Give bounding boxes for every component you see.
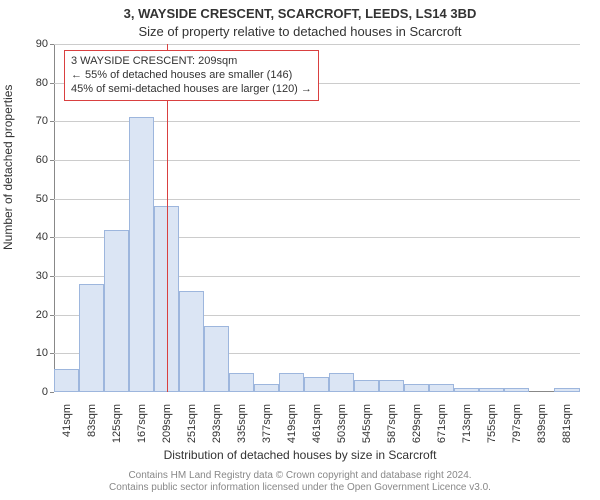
x-tick-label: 83sqm: [86, 402, 98, 437]
histogram-bar: [179, 291, 204, 392]
x-tick-label: 335sqm: [236, 402, 248, 443]
annotation-line: 3 WAYSIDE CRESCENT: 209sqm: [71, 55, 312, 69]
histogram-plot: 010203040506070809041sqm83sqm125sqm167sq…: [54, 44, 580, 392]
y-tick-mark: [50, 276, 54, 277]
histogram-bar: [429, 384, 454, 392]
y-tick-mark: [50, 121, 54, 122]
x-tick-label: 503sqm: [336, 402, 348, 443]
x-axis-label: Distribution of detached houses by size …: [0, 448, 600, 462]
y-tick-mark: [50, 83, 54, 84]
x-tick-label: 881sqm: [561, 402, 573, 443]
y-axis-label: Number of detached properties: [1, 85, 15, 250]
x-tick-label: 713sqm: [461, 402, 473, 443]
x-tick-label: 41sqm: [61, 402, 73, 437]
x-tick-label: 419sqm: [286, 402, 298, 443]
annotation-line: 45% of semi-detached houses are larger (…: [71, 83, 312, 97]
histogram-bar: [329, 373, 354, 392]
x-tick-label: 125sqm: [111, 402, 123, 443]
y-tick-mark: [50, 237, 54, 238]
title-line-2: Size of property relative to detached ho…: [0, 24, 600, 39]
x-tick-label: 209sqm: [161, 402, 173, 443]
footer-line-2: Contains public sector information licen…: [109, 482, 491, 493]
y-tick-mark: [50, 353, 54, 354]
histogram-bar: [354, 380, 379, 392]
x-tick-label: 167sqm: [136, 402, 148, 443]
histogram-bar: [454, 388, 479, 392]
y-tick-mark: [50, 392, 54, 393]
x-tick-label: 545sqm: [361, 402, 373, 443]
histogram-bar: [504, 388, 529, 392]
histogram-bar: [204, 326, 229, 392]
y-tick-mark: [50, 315, 54, 316]
annotation-line: ← 55% of detached houses are smaller (14…: [71, 69, 312, 83]
histogram-bar: [54, 369, 79, 392]
histogram-bar: [129, 117, 154, 392]
histogram-bar: [404, 384, 429, 392]
y-axis-line: [54, 44, 55, 392]
histogram-bar: [229, 373, 254, 392]
footer-line-1: Contains HM Land Registry data © Crown c…: [128, 470, 471, 481]
annotation-box: 3 WAYSIDE CRESCENT: 209sqm← 55% of detac…: [64, 50, 319, 101]
histogram-bar: [279, 373, 304, 392]
x-tick-label: 377sqm: [261, 402, 273, 443]
histogram-bar: [304, 377, 329, 392]
histogram-bar: [379, 380, 404, 392]
y-tick-mark: [50, 44, 54, 45]
histogram-bar: [479, 388, 504, 392]
histogram-bar: [254, 384, 279, 392]
y-tick-mark: [50, 160, 54, 161]
x-tick-label: 797sqm: [511, 402, 523, 443]
histogram-bar: [554, 388, 580, 392]
x-tick-label: 755sqm: [486, 402, 498, 443]
x-tick-label: 293sqm: [211, 402, 223, 443]
title-line-1: 3, WAYSIDE CRESCENT, SCARCROFT, LEEDS, L…: [0, 6, 600, 21]
histogram-bar: [104, 230, 129, 392]
x-tick-label: 671sqm: [436, 402, 448, 443]
x-tick-label: 587sqm: [386, 402, 398, 443]
x-tick-label: 461sqm: [311, 402, 323, 443]
x-tick-label: 839sqm: [536, 402, 548, 443]
histogram-bar: [79, 284, 104, 392]
y-tick-mark: [50, 199, 54, 200]
x-tick-label: 251sqm: [186, 402, 198, 443]
gridline: [54, 44, 580, 45]
x-tick-label: 629sqm: [411, 402, 423, 443]
footer-attribution: Contains HM Land Registry data © Crown c…: [0, 470, 600, 494]
